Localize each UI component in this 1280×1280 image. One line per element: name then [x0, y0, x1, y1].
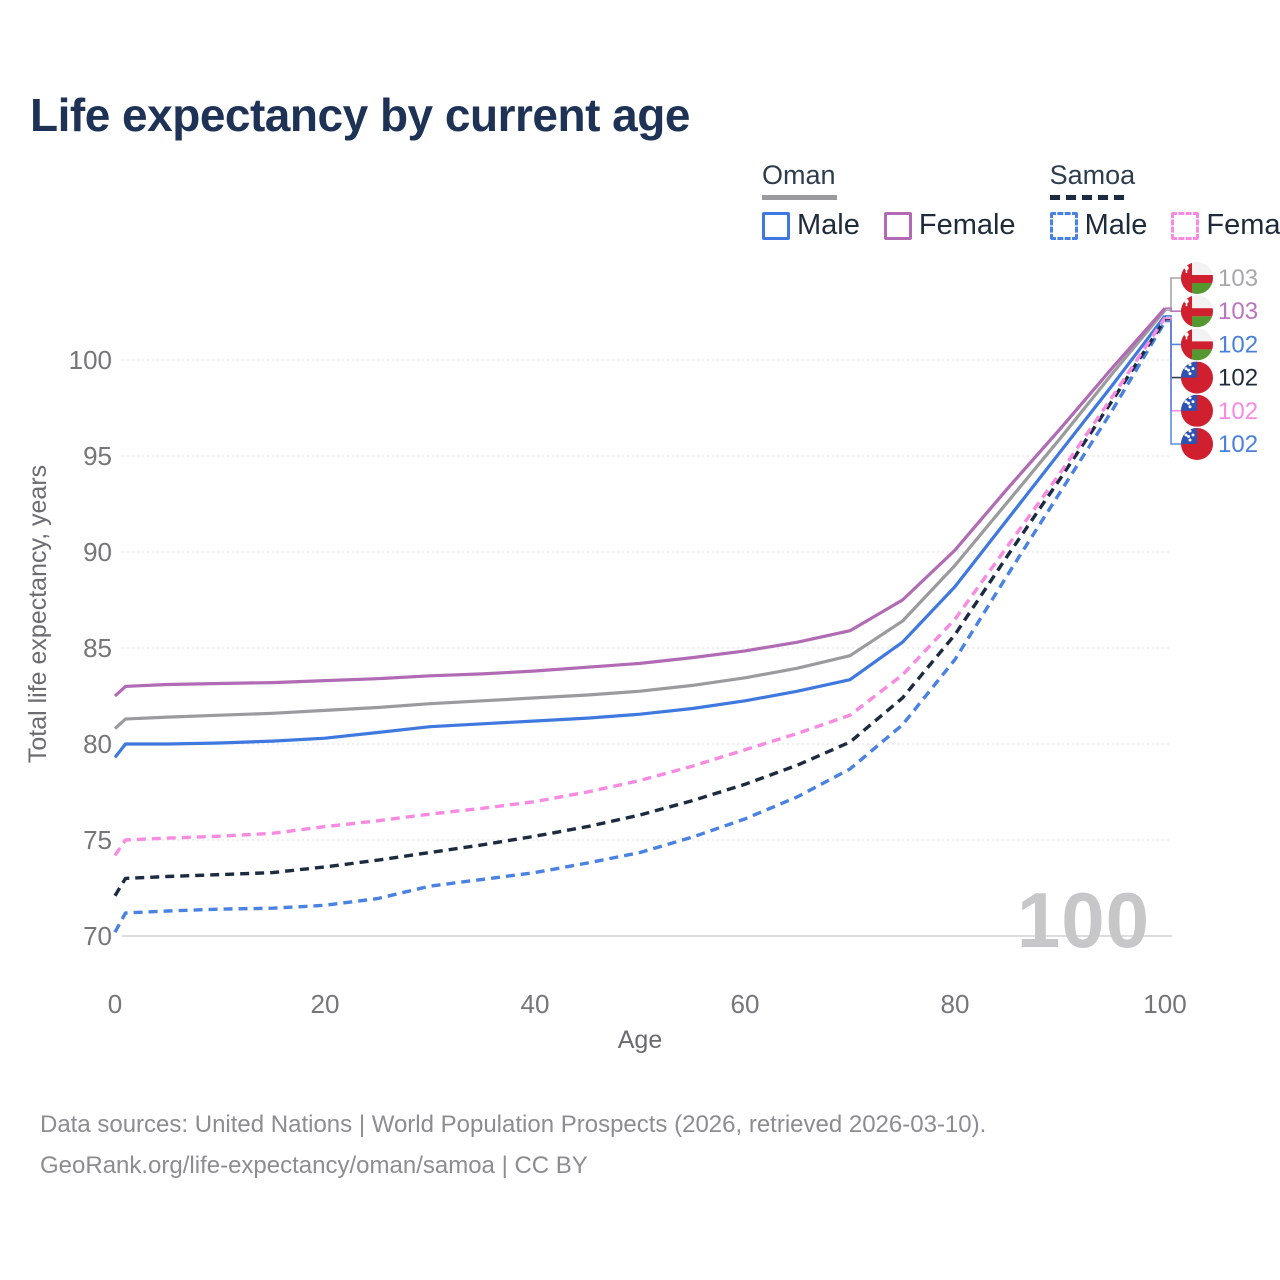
leader-line — [1165, 317, 1181, 412]
series-line-samoa-both[interactable] — [113, 318, 1167, 897]
legend-label-oman-male[interactable]: Male — [797, 209, 860, 241]
samoa-flag-icon — [1181, 394, 1213, 427]
samoa-dashed-line-swatch — [1049, 195, 1125, 200]
footer-line-sources: Data sources: United Nations | World Pop… — [40, 1111, 987, 1138]
y-tick-80: 80 — [83, 729, 112, 759]
series-line-oman-both[interactable] — [113, 309, 1167, 730]
y-tick-95: 95 — [83, 441, 112, 471]
x-tick-20: 20 — [311, 989, 340, 1019]
footer-line-url[interactable]: GeoRank.org/life-expectancy/oman/samoa |… — [40, 1152, 588, 1179]
end-label-oman-both: 103 — [1218, 265, 1258, 292]
legend-country-samoa[interactable]: Samoa — [1049, 160, 1280, 200]
data-series-lines[interactable] — [113, 307, 1167, 934]
x-axis-title: Age — [618, 1026, 662, 1054]
footer-attribution: Data sources: United Nations | World Pop… — [40, 1104, 986, 1186]
legend-label-samoa-male[interactable]: Male — [1084, 209, 1148, 241]
legend-label-oman-female[interactable]: Female — [918, 209, 1016, 241]
end-label-oman-male: 102 — [1218, 331, 1258, 358]
oman-solid-line-swatch — [762, 195, 837, 200]
oman-flag-icon — [1181, 295, 1213, 328]
gridlines — [122, 359, 1172, 937]
age-counter-watermark: 100 — [1017, 876, 1150, 964]
legend-swatch-oman-male[interactable] — [762, 211, 790, 240]
legend-swatch-samoa-female[interactable] — [1171, 211, 1200, 240]
oman-flag-icon — [1181, 328, 1213, 361]
leader-line — [1165, 277, 1181, 311]
series-line-samoa-male[interactable] — [113, 320, 1167, 934]
country-flag-icons — [1181, 262, 1213, 460]
legend-group-oman: Oman Male Female — [762, 160, 1016, 242]
x-tick-100: 100 — [1143, 989, 1186, 1019]
series-line-samoa-female[interactable] — [113, 316, 1167, 857]
samoa-flag-icon — [1181, 361, 1213, 394]
y-axis-title: Total life expectancy, years — [24, 465, 52, 763]
samoa-flag-icon — [1181, 428, 1213, 460]
oman-flag-icon — [1181, 262, 1213, 294]
series-line-oman-female[interactable] — [113, 307, 1167, 698]
end-label-samoa-male: 102 — [1218, 431, 1258, 458]
x-tick-60: 60 — [731, 989, 760, 1019]
y-tick-75: 75 — [83, 825, 112, 855]
y-tick-100: 100 — [69, 345, 112, 375]
end-label-leader-lines — [1165, 277, 1181, 445]
x-tick-80: 80 — [941, 989, 970, 1019]
y-tick-90: 90 — [83, 537, 112, 567]
x-tick-0: 0 — [108, 989, 122, 1019]
end-label-samoa-female: 102 — [1218, 398, 1258, 425]
legend-swatch-samoa-male[interactable] — [1049, 211, 1078, 240]
leader-line — [1165, 318, 1181, 379]
end-label-oman-female: 103 — [1218, 298, 1258, 325]
end-label-samoa-both: 102 — [1218, 365, 1258, 392]
y-tick-85: 85 — [83, 633, 112, 663]
legend-country-samoa-label: Samoa — [1049, 160, 1136, 190]
legend-group-samoa: Samoa Male Female — [1049, 160, 1280, 242]
legend-country-oman[interactable]: Oman — [762, 160, 1016, 200]
page-title: Life expectancy by current age — [30, 89, 690, 141]
y-tick-70: 70 — [83, 921, 112, 951]
leader-line — [1165, 320, 1181, 445]
legend-swatch-oman-female[interactable] — [883, 211, 912, 240]
legend-country-oman-label: Oman — [762, 160, 836, 190]
series-line-oman-male[interactable] — [113, 314, 1167, 759]
legend-label-samoa-female[interactable]: Female — [1206, 209, 1280, 241]
leader-line — [1165, 307, 1181, 312]
legend: Oman Male Female Samoa Male Female — [762, 160, 1280, 242]
x-tick-40: 40 — [521, 989, 550, 1019]
